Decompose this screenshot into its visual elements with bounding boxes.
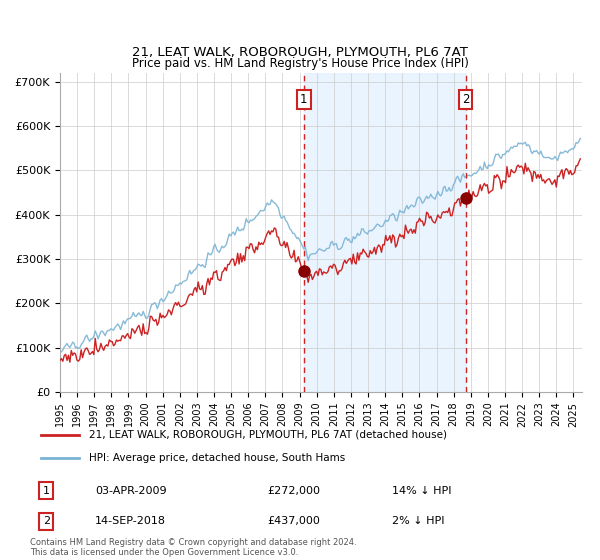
Text: 1: 1	[300, 94, 308, 106]
Text: Price paid vs. HM Land Registry's House Price Index (HPI): Price paid vs. HM Land Registry's House …	[131, 57, 469, 70]
Text: £272,000: £272,000	[268, 486, 320, 496]
Text: 14-SEP-2018: 14-SEP-2018	[95, 516, 166, 526]
Text: 2: 2	[43, 516, 50, 526]
Text: £437,000: £437,000	[268, 516, 320, 526]
Text: HPI: Average price, detached house, South Hams: HPI: Average price, detached house, Sout…	[89, 453, 346, 463]
Text: Contains HM Land Registry data © Crown copyright and database right 2024.
This d: Contains HM Land Registry data © Crown c…	[30, 538, 356, 557]
Text: 2% ↓ HPI: 2% ↓ HPI	[392, 516, 444, 526]
Text: 14% ↓ HPI: 14% ↓ HPI	[392, 486, 451, 496]
Text: 2: 2	[462, 94, 470, 106]
Text: 03-APR-2009: 03-APR-2009	[95, 486, 166, 496]
Text: 21, LEAT WALK, ROBOROUGH, PLYMOUTH, PL6 7AT (detached house): 21, LEAT WALK, ROBOROUGH, PLYMOUTH, PL6 …	[89, 430, 448, 440]
Bar	[304, 73, 466, 392]
Text: 21, LEAT WALK, ROBOROUGH, PLYMOUTH, PL6 7AT: 21, LEAT WALK, ROBOROUGH, PLYMOUTH, PL6 …	[132, 46, 468, 59]
Text: 1: 1	[43, 486, 50, 496]
